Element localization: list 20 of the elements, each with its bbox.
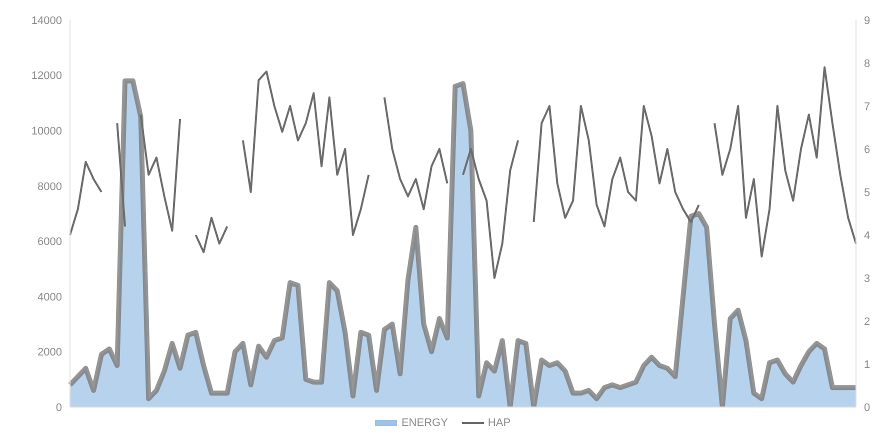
y-tick-label: 4000 [38,291,62,304]
y-tick-label: 12000 [31,70,62,82]
y2-tick-label: 4 [864,230,870,242]
y2-tick-label: 0 [864,402,870,414]
y2-tick-label: 8 [864,58,870,70]
y2-tick-label: 6 [864,144,870,156]
y-tick-label: 14000 [31,14,62,27]
legend-label: HAP [488,417,511,429]
y2-tick-label: 7 [864,100,870,113]
y-tick-label: 10000 [31,125,62,138]
y-tick-label: 0 [56,402,62,414]
y-tick-label: 2000 [38,346,62,359]
y-tick-label: 6000 [38,236,62,248]
y2-tick-label: 2 [864,316,870,328]
y2-tick-label: 1 [864,358,870,371]
y2-tick-label: 5 [864,186,870,199]
legend-label: ENERGY [401,417,448,429]
y2-tick-label: 3 [864,272,870,285]
y-tick-label: 8000 [38,180,62,193]
y2-tick-label: 9 [864,14,870,27]
